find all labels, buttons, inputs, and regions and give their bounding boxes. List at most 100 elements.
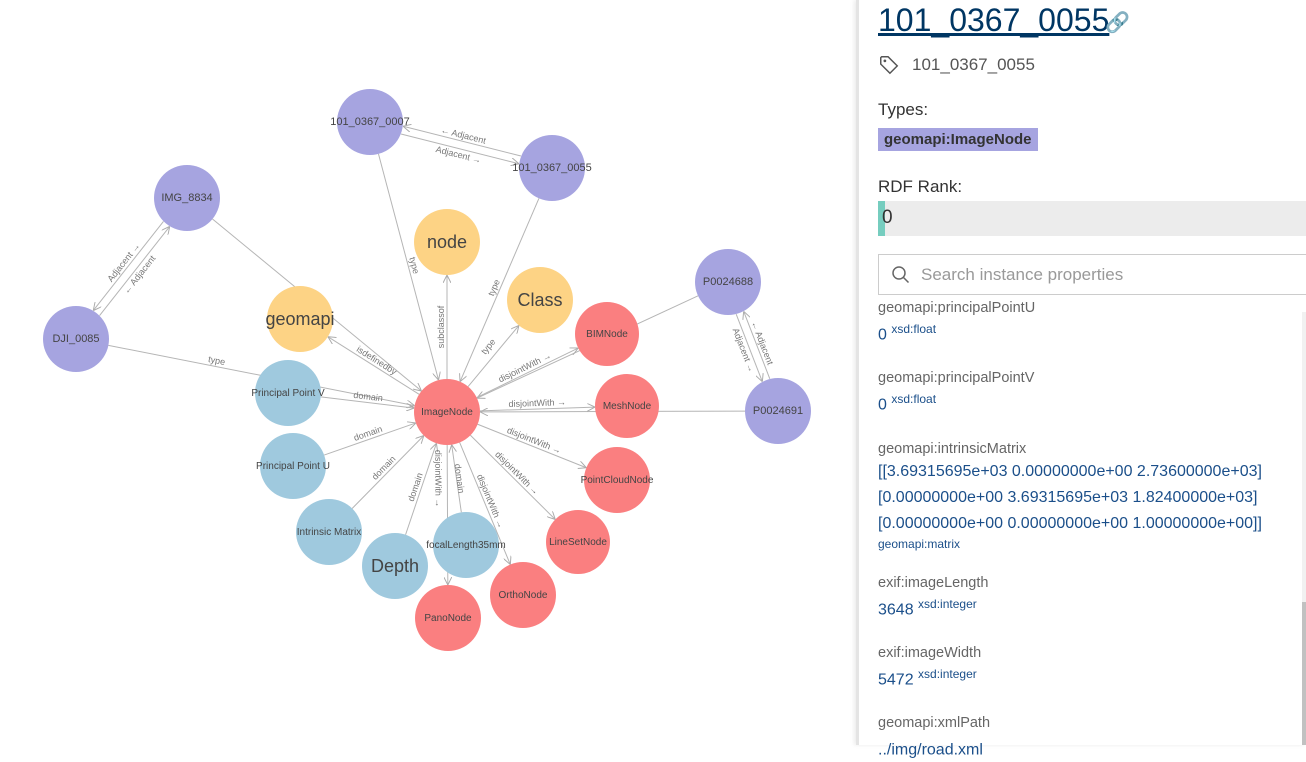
graph-edge[interactable]: Adjacent → xyxy=(93,221,164,310)
property-name: exif:imageWidth xyxy=(878,644,982,661)
graph-node[interactable]: PointCloudNode xyxy=(581,447,654,513)
edge-line xyxy=(351,436,424,509)
node-label: PointCloudNode xyxy=(581,475,654,486)
edge-label: disjointWith → xyxy=(433,450,443,508)
edge-label: type xyxy=(407,256,421,275)
graph-node[interactable]: ImageNode xyxy=(414,379,480,445)
graph-edge[interactable]: type xyxy=(377,153,438,380)
rdf-rank-label: RDF Rank: xyxy=(878,177,963,196)
graph-node[interactable]: IMG_8834 xyxy=(154,165,220,231)
search-properties-input[interactable]: Search instance properties xyxy=(878,254,1306,295)
type-badge[interactable]: geomapi:ImageNode xyxy=(878,128,1038,151)
node-label: LineSetNode xyxy=(549,537,607,548)
search-placeholder: Search instance properties xyxy=(921,264,1124,284)
edge-line xyxy=(93,221,164,310)
graph-node[interactable]: 101_0367_0007 xyxy=(330,89,410,155)
graph-node[interactable]: Depth xyxy=(362,533,428,599)
node-circle[interactable] xyxy=(595,374,659,438)
node-label: P0024688 xyxy=(703,276,753,288)
node-circle[interactable] xyxy=(507,267,573,333)
edge-line xyxy=(400,133,519,164)
graph-edge[interactable]: domain xyxy=(323,423,416,456)
node-circle[interactable] xyxy=(490,562,556,628)
node-label: geomapi xyxy=(265,309,334,329)
node-circle[interactable] xyxy=(414,379,480,445)
edge-label: disjointWith → xyxy=(508,397,566,409)
node-circle[interactable] xyxy=(415,585,481,651)
node-circle[interactable] xyxy=(519,135,585,201)
property-datatype: xsd:float xyxy=(891,392,937,407)
node-circle[interactable] xyxy=(695,249,761,315)
graph-edge[interactable]: isdefinedby xyxy=(328,337,420,395)
node-circle[interactable] xyxy=(255,360,321,426)
edge-label: Adjacent → xyxy=(435,144,483,165)
node-circle[interactable] xyxy=(267,286,333,352)
graph-node[interactable]: focalLength35mm xyxy=(426,512,506,578)
graph-edge[interactable]: disjointWith → xyxy=(477,423,587,467)
graph-node[interactable]: LineSetNode xyxy=(546,510,610,574)
link-icon[interactable]: 🔗 xyxy=(1105,12,1130,34)
graph-node[interactable]: Class xyxy=(507,267,573,333)
property-item: exif:imageWidth 5472 xsd:integer xyxy=(878,643,1298,691)
graph-node[interactable]: geomapi xyxy=(265,286,335,352)
edge-line xyxy=(460,198,540,381)
node-circle[interactable] xyxy=(546,510,610,574)
node-circle[interactable] xyxy=(575,302,639,366)
graph-node[interactable]: P0024691 xyxy=(745,378,811,444)
graph-edge[interactable]: disjointWith → xyxy=(476,348,579,398)
node-circle[interactable] xyxy=(584,447,650,513)
graph-node[interactable]: Principal Point V xyxy=(251,360,325,426)
properties-scrollbar[interactable] xyxy=(1302,312,1306,745)
property-value-line: [0.00000000e+00 3.69315695e+03 1.8240000… xyxy=(878,488,1258,506)
property-item: geomapi:principalPointV 0 xsd:float xyxy=(878,368,1298,416)
property-value: 0 xyxy=(878,396,887,414)
graph-edge[interactable]: type xyxy=(460,198,540,381)
node-circle[interactable] xyxy=(43,306,109,372)
graph-node[interactable]: P0024688 xyxy=(695,249,761,315)
edge-line xyxy=(99,226,170,316)
graph-edge[interactable]: domain xyxy=(452,445,467,513)
node-circle[interactable] xyxy=(337,89,403,155)
graph-edge[interactable]: domain xyxy=(320,390,414,408)
node-circle[interactable] xyxy=(433,512,499,578)
property-item: geomapi:intrinsicMatrix [[3.69315695e+03 … xyxy=(878,439,1298,551)
graph-node[interactable]: node xyxy=(414,209,480,275)
graph-node[interactable]: PanoNode xyxy=(415,585,481,651)
node-title-link[interactable]: 101_0367_0055 xyxy=(878,2,1110,38)
graph-edge[interactable]: disjointWith → xyxy=(479,397,595,412)
node-circle[interactable] xyxy=(296,499,362,565)
types-label: Types: xyxy=(878,100,929,119)
edge-label: domain xyxy=(452,463,466,494)
scrollbar-thumb[interactable] xyxy=(1302,602,1306,745)
graph-edge[interactable]: subclassof xyxy=(436,275,447,379)
property-value: ../img/road.xml xyxy=(878,741,983,759)
edge-line xyxy=(470,434,555,519)
node-label: MeshNode xyxy=(603,401,652,412)
edge-label: domain xyxy=(370,454,398,482)
property-datatype: xsd:integer xyxy=(918,596,977,611)
node-circle[interactable] xyxy=(745,378,811,444)
property-value-line: [[3.69315695e+03 0.00000000e+00 2.736000… xyxy=(878,462,1262,480)
property-datatype: geomapi:matrix xyxy=(878,536,961,551)
node-circle[interactable] xyxy=(414,209,480,275)
graph-node[interactable]: BIMNode xyxy=(575,302,639,366)
edge-label: type xyxy=(207,354,226,367)
tag-icon xyxy=(880,56,899,75)
graph-edge[interactable]: domain xyxy=(405,443,437,535)
graph-node[interactable]: Principal Point U xyxy=(256,433,330,499)
property-item: exif:imageLength 3648 xsd:integer xyxy=(878,573,1298,621)
graph-node[interactable]: MeshNode xyxy=(595,374,659,438)
property-name: geomapi:principalPointU xyxy=(878,300,1036,316)
graph-node[interactable]: DJI_0085 xyxy=(43,306,109,372)
edge-line xyxy=(479,407,595,412)
node-label: 101_0367_0055 xyxy=(512,162,592,174)
node-label: Principal Point U xyxy=(256,461,330,472)
graph-node[interactable]: Intrinsic Matrix xyxy=(296,499,362,565)
node-circle[interactable] xyxy=(362,533,428,599)
graph-node[interactable]: 101_0367_0055 xyxy=(512,135,592,201)
node-circle[interactable] xyxy=(154,165,220,231)
node-label: 101_0367_0007 xyxy=(330,116,410,128)
node-circle[interactable] xyxy=(260,433,326,499)
graph-node[interactable]: OrthoNode xyxy=(490,562,556,628)
